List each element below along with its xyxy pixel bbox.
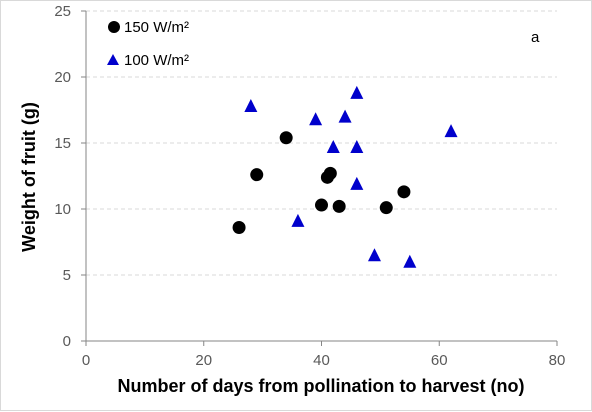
legend-marker-triangle [107,54,119,65]
panel-label: a [531,29,540,46]
point-100wm2 [338,109,352,123]
point-150wm2 [379,201,393,215]
x-tick-label: 20 [195,352,212,369]
point-150wm2 [279,131,293,145]
x-tick-label: 40 [313,352,330,369]
point-100wm2 [444,124,458,138]
y-tick-label: 0 [63,333,71,350]
y-tick-label: 10 [54,201,71,218]
point-150wm2 [250,168,264,182]
point-150wm2 [315,198,328,212]
y-tick-labels: 0 5 10 15 20 25 [54,3,71,350]
y-tick-label: 25 [54,3,71,20]
point-100wm2 [350,85,364,99]
x-tick-label: 0 [82,352,90,369]
point-150wm2 [323,166,337,180]
point-100wm2 [309,112,323,126]
point-150wm2 [232,220,246,234]
gridlines [86,10,557,276]
x-tick-label: 80 [549,352,566,369]
y-tick-label: 5 [63,267,71,284]
y-tick-label: 20 [54,69,71,86]
point-100wm2 [350,176,364,190]
axes [81,10,558,346]
point-100wm2 [350,139,364,153]
point-150wm2 [397,185,411,199]
x-axis-title: Number of days from pollination to harve… [117,376,524,396]
legend-label-100: 100 W/m² [124,52,189,69]
point-100wm2 [326,139,340,153]
data-points [232,85,458,268]
point-100wm2 [403,254,417,268]
point-150wm2 [332,199,346,213]
legend-marker-circle [108,21,120,33]
legend: 150 W/m² 100 W/m² [107,19,189,69]
x-tick-label: 60 [431,352,448,369]
legend-label-150: 150 W/m² [124,19,189,36]
point-100wm2 [291,213,305,227]
x-tick-labels: 0 20 40 60 80 [82,352,566,369]
point-100wm2 [367,248,381,262]
point-100wm2 [244,99,258,113]
y-tick-label: 15 [54,135,71,152]
y-axis-title: Weight of fruit (g) [19,102,39,252]
